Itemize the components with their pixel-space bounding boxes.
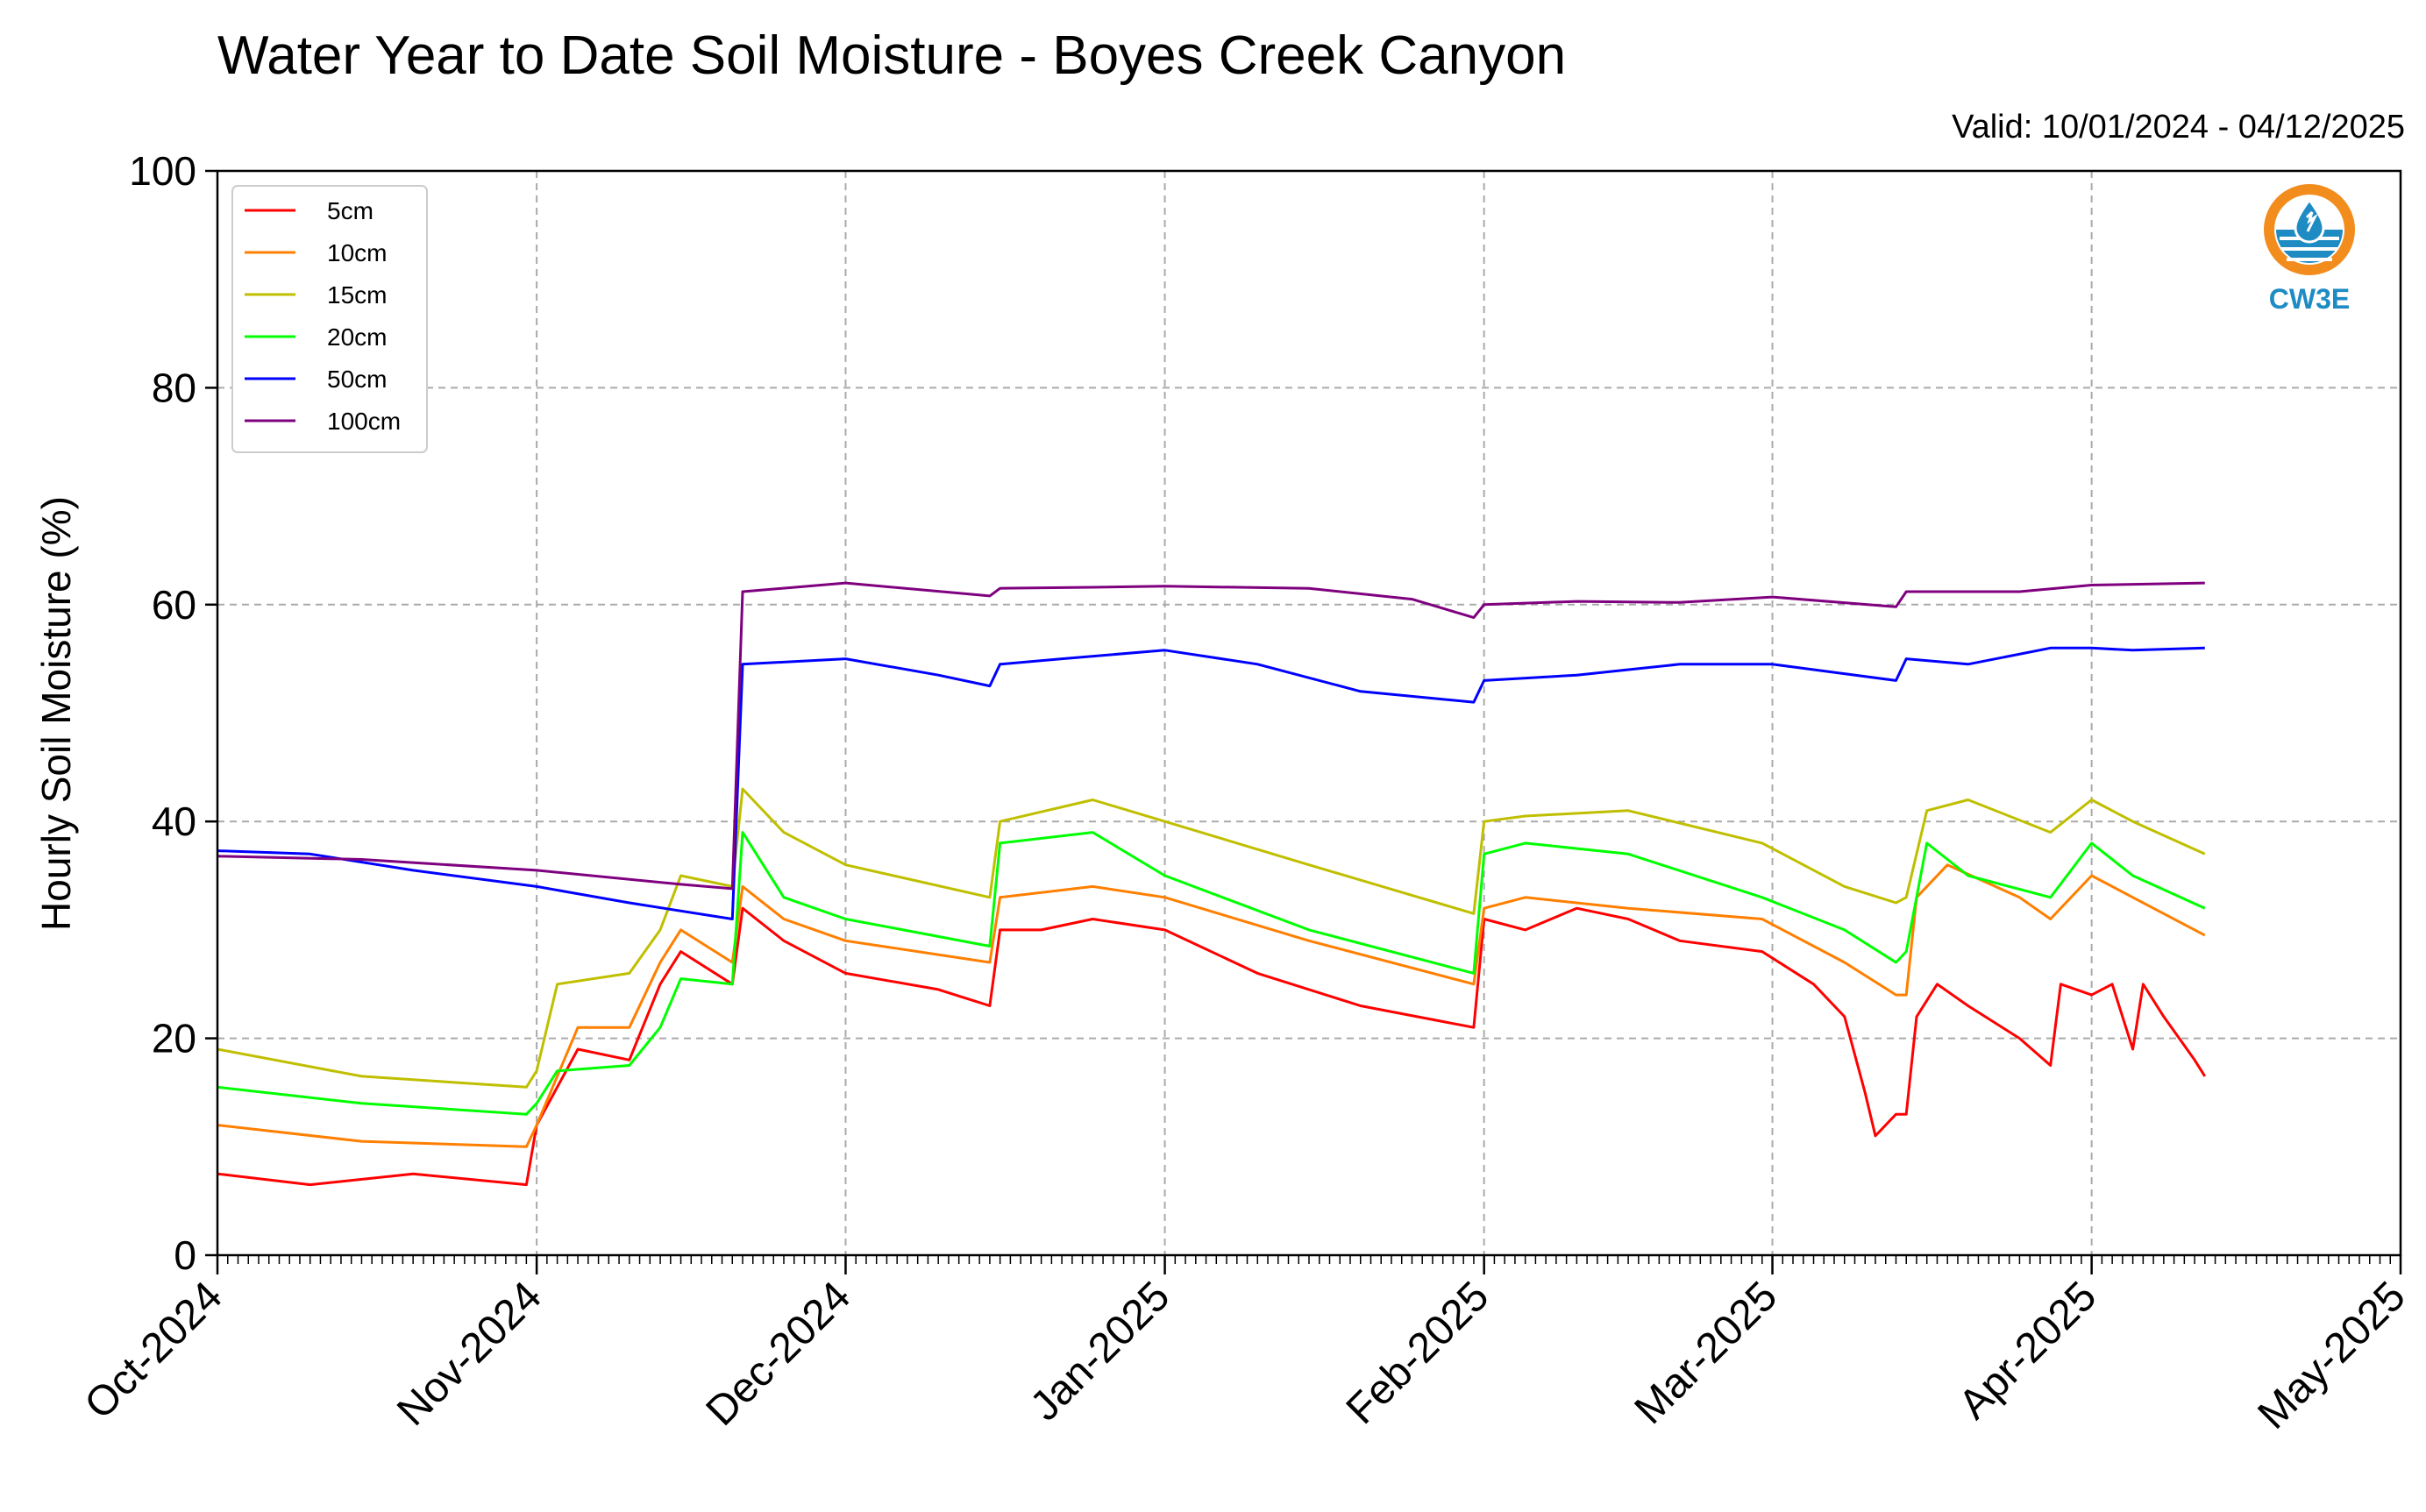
water-drop-icon — [2264, 184, 2355, 275]
legend-label-20cm: 20cm — [327, 323, 387, 351]
legend-label-15cm: 15cm — [327, 281, 387, 309]
series-line-50cm — [217, 646, 2205, 920]
x-tick-label: May-2025 — [2249, 1273, 2414, 1437]
x-tick-label: Jan-2025 — [1021, 1273, 1178, 1430]
x-tick-label: Nov-2024 — [388, 1273, 551, 1435]
x-tick-label: Oct-2024 — [76, 1273, 231, 1428]
y-tick-label: 80 — [152, 365, 196, 410]
cw3e-logo: CW3E — [2264, 184, 2355, 315]
series-line-100cm — [217, 581, 2205, 891]
series-line-15cm — [217, 787, 2206, 1089]
legend-label-50cm: 50cm — [327, 366, 387, 393]
y-tick-label: 60 — [152, 582, 196, 628]
x-axis: Oct-2024 Nov-2024 Dec-2024 Jan-2025 Feb-2025… — [76, 1255, 2415, 1438]
legend-label-100cm: 100cm — [327, 408, 401, 435]
valid-date-range: Valid: 10/01/2024 - 04/12/2025 — [1952, 109, 2405, 146]
series-line-10cm — [217, 863, 2206, 1148]
x-tick-label: Mar-2025 — [1626, 1273, 1787, 1433]
y-tick-label: 20 — [152, 1016, 196, 1061]
series-lines — [217, 581, 2207, 1187]
y-tick-label: 40 — [152, 799, 196, 844]
x-tick-label: Dec-2024 — [698, 1273, 860, 1435]
y-axis: 0 20 40 60 80 100 — [129, 148, 217, 1278]
x-tick-label: Feb-2025 — [1338, 1273, 1498, 1433]
legend-label-10cm: 10cm — [327, 239, 387, 266]
legend: 5cm 10cm 15cm 20cm 50cm 100cm — [231, 185, 428, 453]
series-line-20cm — [217, 831, 2206, 1116]
series-line-5cm — [217, 906, 2207, 1187]
grid-lines — [217, 171, 2401, 1255]
y-tick-label: 0 — [174, 1232, 196, 1278]
legend-label-5cm: 5cm — [327, 197, 374, 224]
x-tick-label: Apr-2025 — [1950, 1273, 2105, 1428]
chart-title: Water Year to Date Soil Moisture - Boyes… — [217, 25, 1567, 86]
y-axis-title: Hourly Soil Moisture (%) — [33, 496, 79, 931]
logo-text: CW3E — [2269, 283, 2350, 315]
y-tick-label: 100 — [129, 148, 196, 194]
